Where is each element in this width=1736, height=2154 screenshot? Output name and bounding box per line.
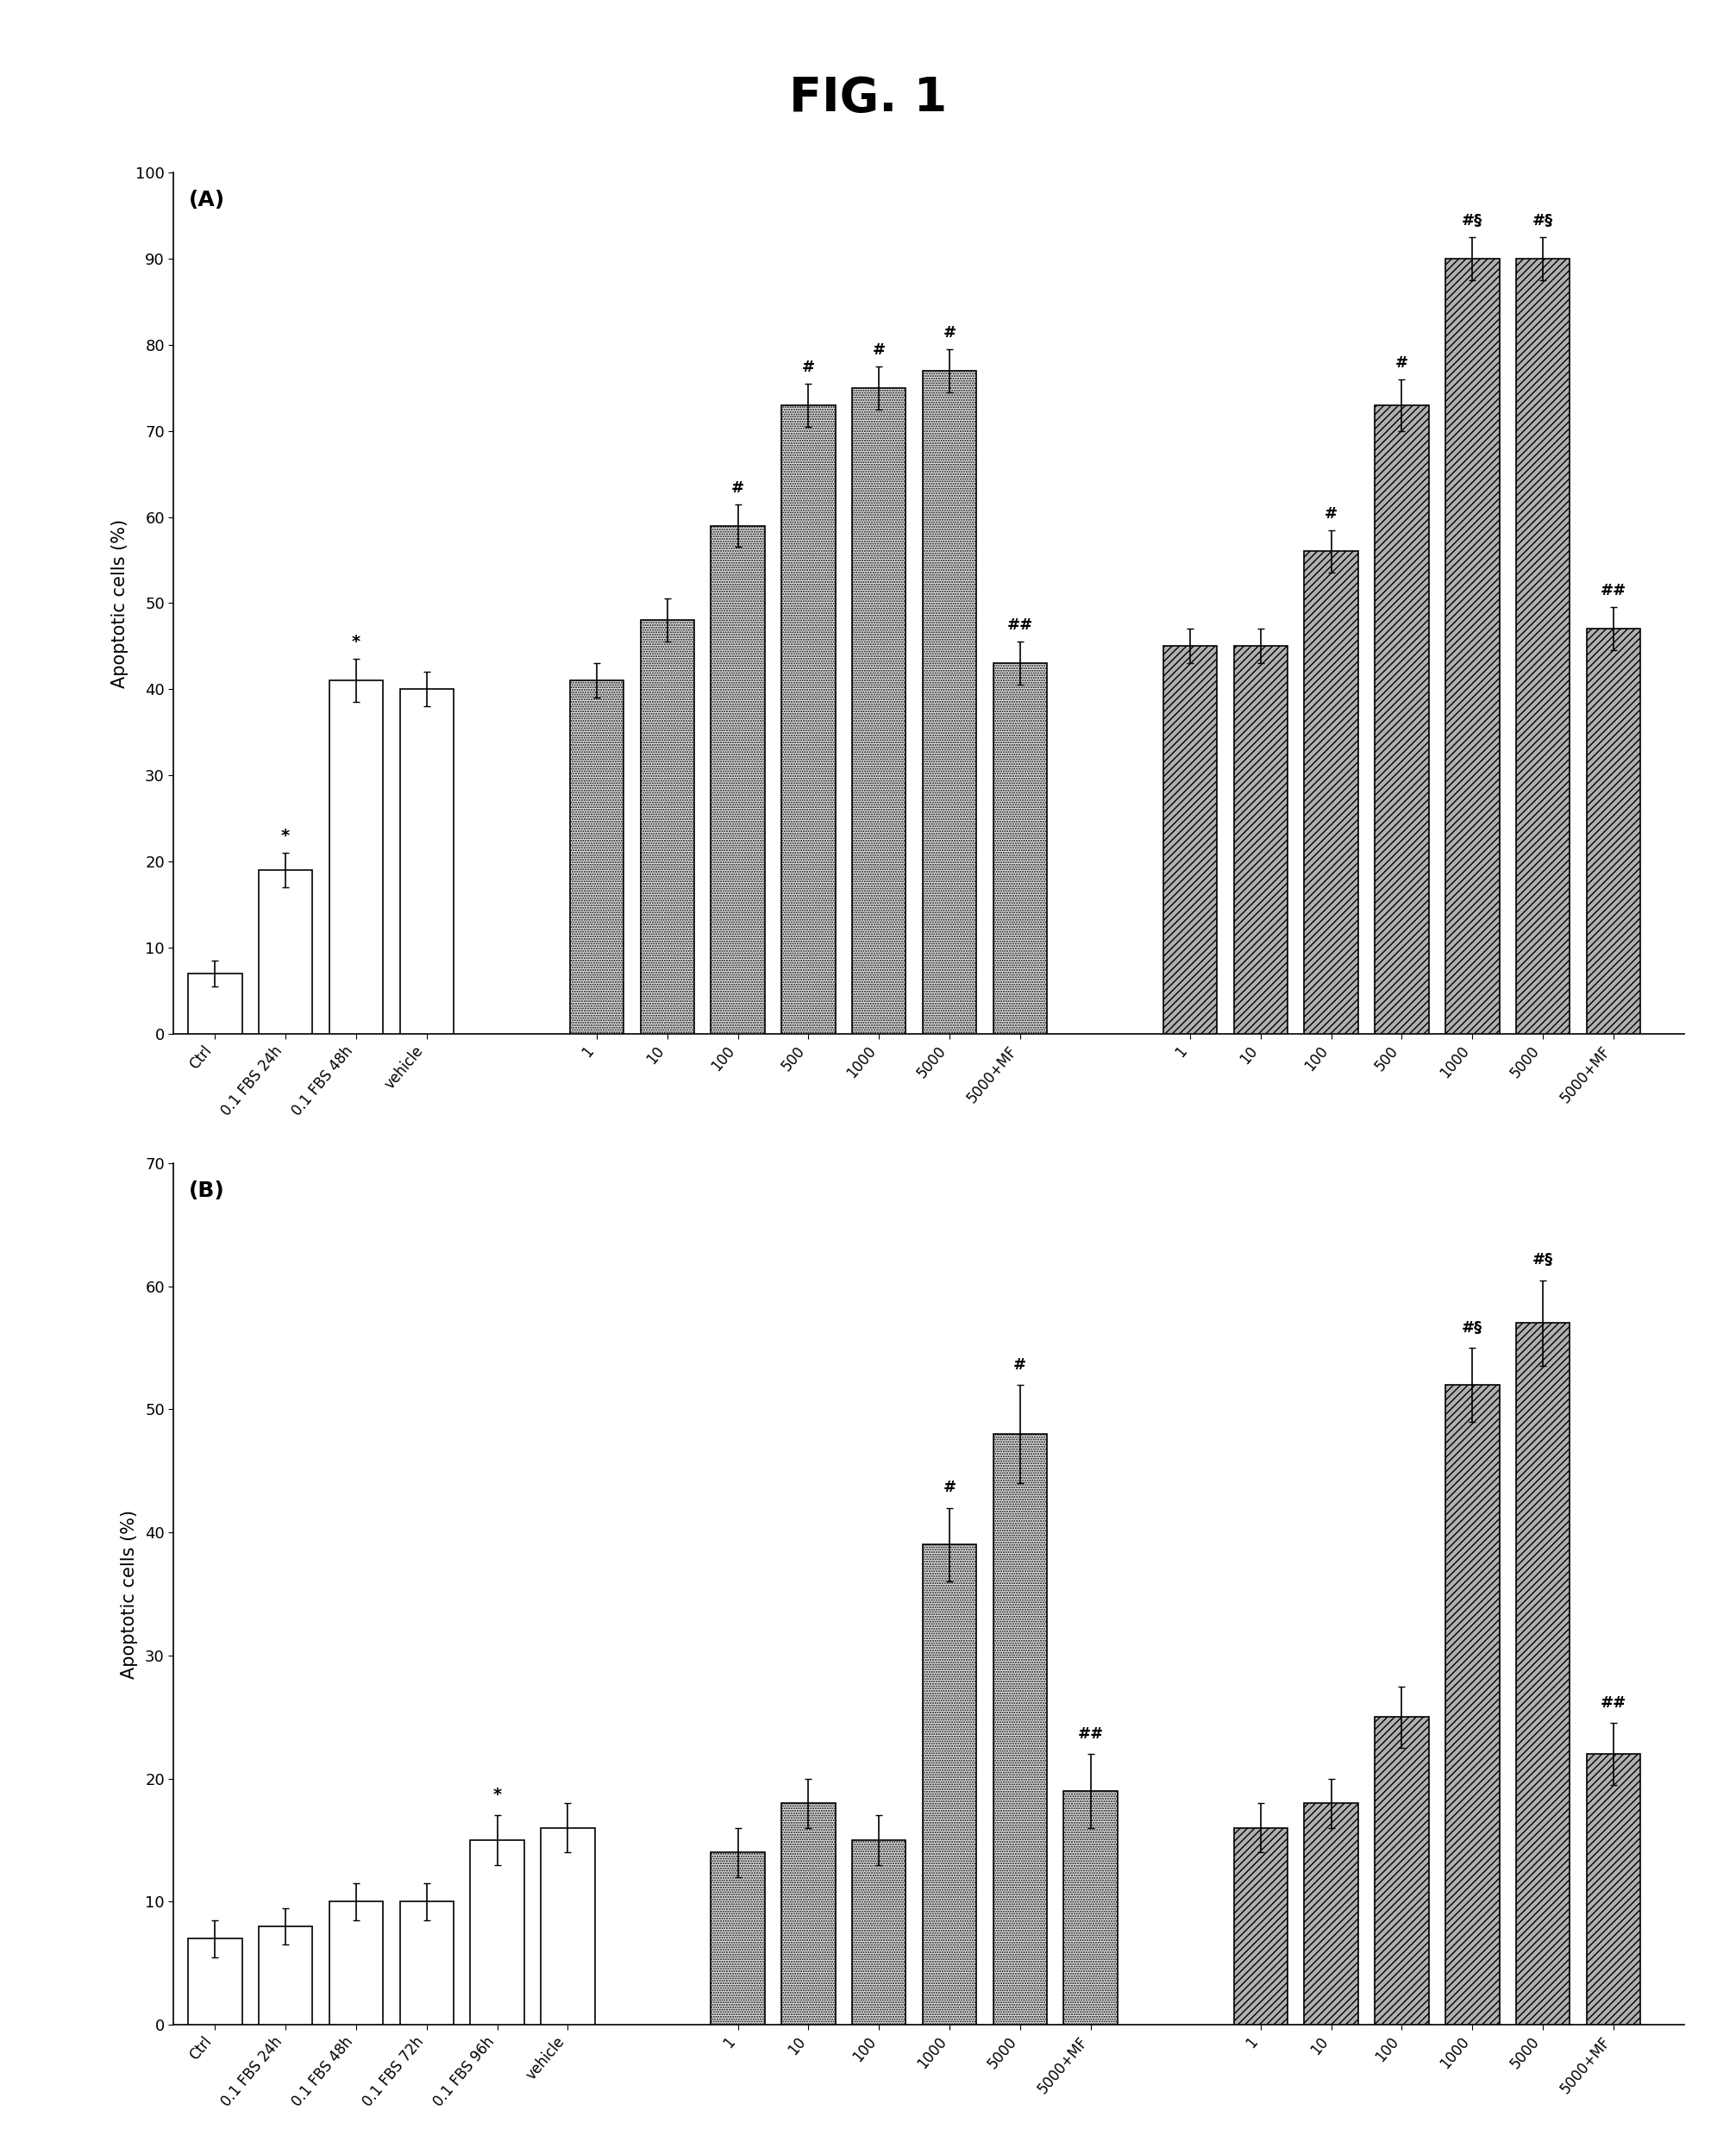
Bar (1446, 258, 1500, 1034)
Bar (922, 370, 976, 1034)
Text: ##: ## (1601, 584, 1627, 599)
Text: #: # (731, 480, 745, 495)
Text: #: # (1014, 1357, 1026, 1372)
Bar (1064, 1790, 1118, 2025)
Bar (1587, 1753, 1641, 2025)
Bar (1375, 1717, 1429, 2025)
Bar (259, 870, 312, 1034)
Text: (B): (B) (189, 1180, 224, 1202)
Text: *: * (493, 1788, 502, 1803)
Text: #: # (1396, 355, 1408, 370)
Text: *: * (352, 633, 361, 651)
Text: ##: ## (1601, 1695, 1627, 1710)
Bar (399, 1902, 453, 2025)
Bar (1587, 629, 1641, 1034)
Bar (781, 405, 835, 1034)
Bar (1304, 1803, 1358, 2025)
Y-axis label: Apoptotic cells (%): Apoptotic cells (%) (111, 519, 128, 687)
Bar (187, 1939, 241, 2025)
Text: #§: #§ (1462, 1320, 1483, 1335)
Bar (922, 1544, 976, 2025)
Bar (187, 974, 241, 1034)
Text: #: # (802, 360, 814, 375)
Text: #: # (1325, 506, 1338, 521)
Text: #§: #§ (1533, 1251, 1554, 1269)
Bar (542, 1829, 595, 2025)
Bar (1163, 646, 1217, 1034)
Text: #§: #§ (1462, 213, 1483, 228)
Text: FIG. 1: FIG. 1 (788, 75, 948, 123)
Bar (1234, 1829, 1288, 2025)
Bar (781, 1803, 835, 2025)
Text: #: # (943, 325, 957, 340)
Bar (712, 526, 766, 1034)
Bar (852, 1840, 906, 2025)
Bar (399, 689, 453, 1034)
Text: BOL-303242-X (nM): BOL-303242-X (nM) (1326, 1310, 1477, 1325)
Bar (1234, 646, 1288, 1034)
Bar (993, 1435, 1047, 2025)
Text: ##: ## (1007, 618, 1033, 633)
Bar (259, 1926, 312, 2025)
Bar (641, 620, 694, 1034)
Bar (569, 681, 623, 1034)
Text: #: # (873, 342, 885, 358)
Bar (330, 1902, 384, 2025)
Bar (1304, 551, 1358, 1034)
Text: ##: ## (1078, 1725, 1104, 1743)
Bar (1516, 258, 1569, 1034)
Y-axis label: Apoptotic cells (%): Apoptotic cells (%) (120, 1510, 137, 1678)
Bar (330, 681, 384, 1034)
Bar (470, 1840, 524, 2025)
Text: #: # (943, 1480, 957, 1495)
Bar (1446, 1385, 1500, 2025)
Text: #§: #§ (1533, 213, 1554, 228)
Text: (A): (A) (189, 190, 226, 211)
Bar (852, 388, 906, 1034)
Text: Dexamethasone (nM): Dexamethasone (nM) (726, 1310, 892, 1325)
Bar (993, 663, 1047, 1034)
Text: *: * (281, 827, 290, 844)
Bar (1375, 405, 1429, 1034)
Bar (1516, 1323, 1569, 2025)
Bar (712, 1852, 766, 2025)
